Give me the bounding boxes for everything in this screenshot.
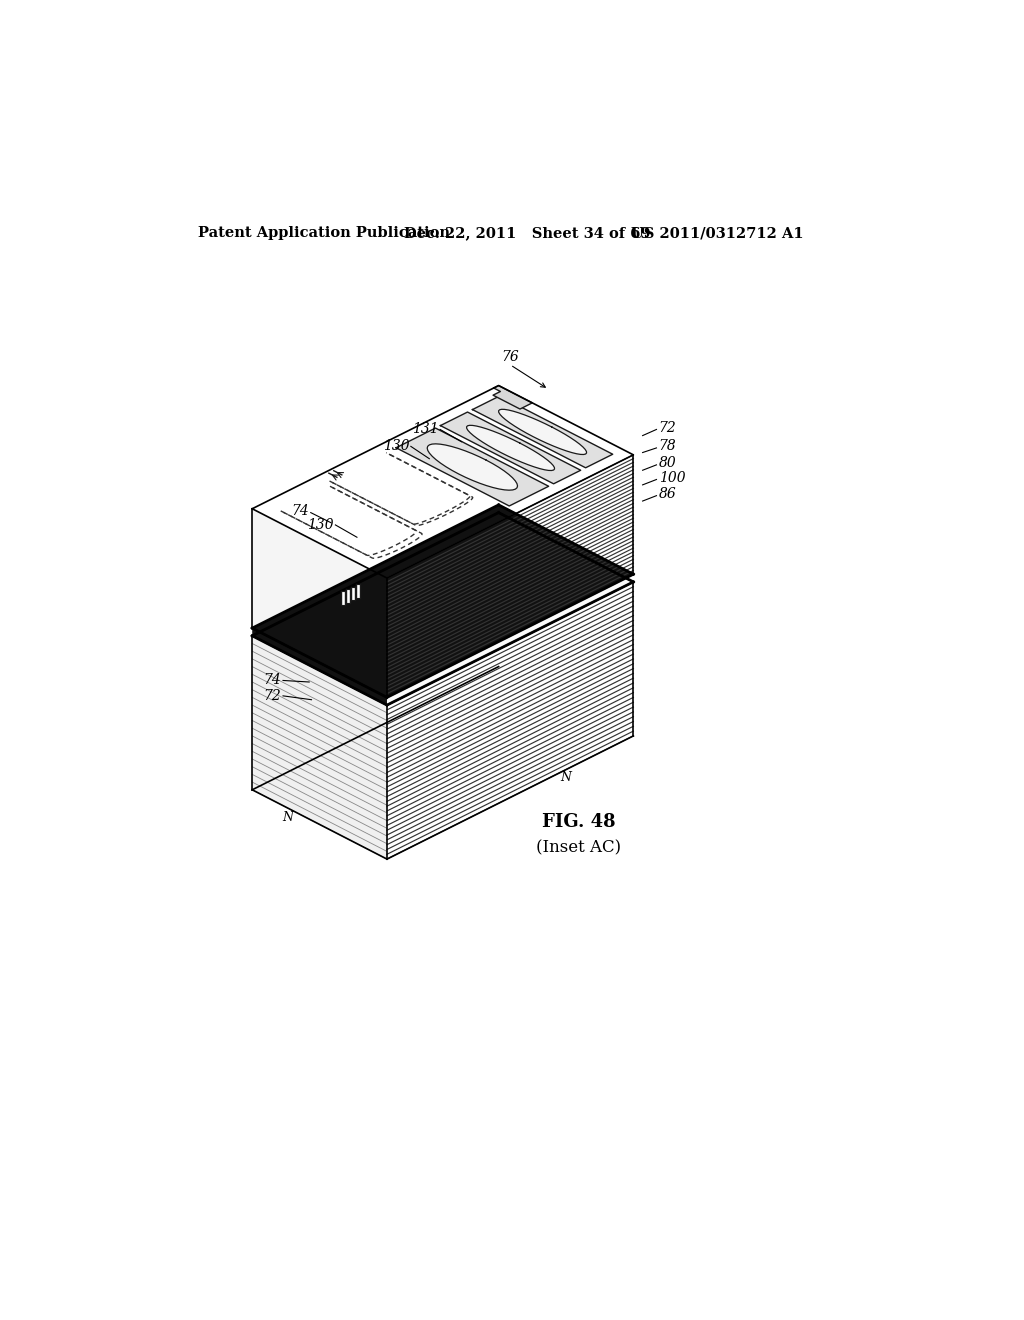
Text: 86: 86 — [658, 487, 677, 502]
Text: 78: 78 — [658, 440, 677, 453]
Polygon shape — [355, 583, 359, 598]
Text: 130: 130 — [307, 517, 334, 532]
Polygon shape — [252, 628, 387, 705]
Polygon shape — [252, 506, 634, 697]
Polygon shape — [252, 508, 387, 697]
Text: (Inset AC): (Inset AC) — [537, 840, 622, 857]
Polygon shape — [467, 425, 555, 470]
Text: N: N — [283, 810, 293, 824]
Polygon shape — [252, 636, 387, 859]
Text: FIG. 48: FIG. 48 — [542, 813, 615, 832]
Text: 80: 80 — [658, 457, 677, 470]
Polygon shape — [427, 444, 517, 490]
Polygon shape — [440, 412, 581, 484]
Text: 72: 72 — [658, 421, 677, 434]
Text: 74: 74 — [264, 673, 282, 688]
Text: US 2011/0312712 A1: US 2011/0312712 A1 — [631, 226, 804, 240]
Polygon shape — [341, 591, 345, 606]
Polygon shape — [499, 409, 587, 454]
Text: 131: 131 — [412, 422, 438, 437]
Text: Dec. 22, 2011   Sheet 34 of 69: Dec. 22, 2011 Sheet 34 of 69 — [403, 226, 650, 240]
Polygon shape — [252, 385, 634, 578]
Polygon shape — [396, 428, 549, 506]
Polygon shape — [472, 396, 612, 467]
Polygon shape — [346, 589, 350, 603]
Text: 74: 74 — [292, 504, 309, 517]
Polygon shape — [387, 455, 634, 697]
Text: 72: 72 — [264, 689, 282, 702]
Polygon shape — [252, 512, 634, 705]
Polygon shape — [387, 582, 634, 859]
Text: N: N — [560, 771, 571, 784]
Text: Patent Application Publication: Patent Application Publication — [199, 226, 451, 240]
Polygon shape — [351, 586, 354, 601]
Text: 76: 76 — [502, 350, 519, 364]
Text: 130: 130 — [383, 440, 410, 453]
Polygon shape — [493, 385, 532, 409]
Text: 100: 100 — [658, 471, 685, 484]
